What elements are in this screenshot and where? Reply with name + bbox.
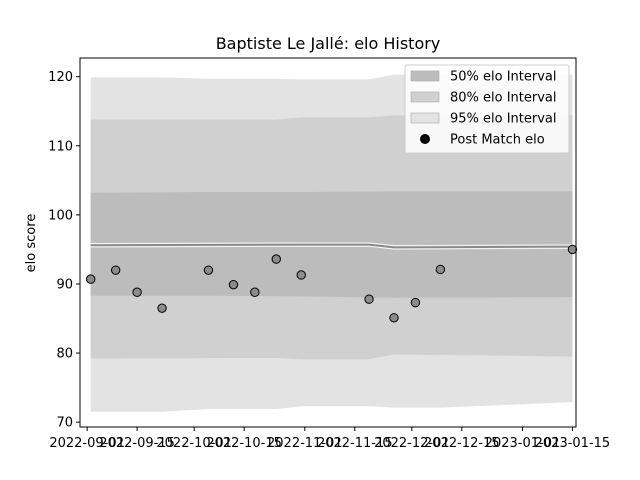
post-match-point <box>157 303 167 313</box>
legend-label: 95% elo Interval <box>450 112 557 127</box>
x-tick-label: 2022-09-01 <box>49 436 125 451</box>
legend-swatch-80 <box>410 91 440 103</box>
x-axis: 2022-09-012022-09-152022-10-012022-10-15… <box>49 427 610 451</box>
post-match-point <box>110 265 121 275</box>
x-tick-label: 2022-12-15 <box>424 436 500 451</box>
x-tick-label: 2022-12-01 <box>374 436 450 451</box>
legend-label: Post Match elo <box>450 133 545 148</box>
post-match-point <box>296 270 306 280</box>
x-tick-label: 2022-11-15 <box>317 436 393 451</box>
mean-elo-line-group <box>90 242 573 250</box>
post-match-point <box>435 264 446 275</box>
x-tick-label: 2022-10-15 <box>206 436 282 451</box>
x-tick-label: 2022-10-01 <box>156 436 232 451</box>
post-match-point <box>389 313 399 323</box>
post-match-point <box>250 287 260 297</box>
x-tick-label: 2022-09-15 <box>99 436 175 451</box>
y-axis: 70 80 90 100 110 120 <box>48 70 80 431</box>
y-axis-label: elo score <box>24 214 39 273</box>
x-tick-label: 2023-01-15 <box>535 436 611 451</box>
y-tick-label: 80 <box>56 347 73 362</box>
post-match-points <box>86 244 578 323</box>
post-match-point <box>364 294 374 304</box>
post-match-point <box>132 287 142 297</box>
legend-box <box>404 64 570 154</box>
y-tick-label: 120 <box>48 70 73 85</box>
post-match-point <box>86 274 96 284</box>
y-tick-label: 110 <box>48 139 73 154</box>
legend: 50% elo Interval 80% elo Interval 95% elo … <box>404 64 570 154</box>
y-tick-label: 70 <box>56 416 73 431</box>
y-tick-label: 90 <box>56 277 73 292</box>
chart-title: Baptiste Le Jallé: elo History <box>216 34 441 53</box>
legend-label: 80% elo Interval <box>450 91 557 106</box>
post-match-point <box>271 254 281 264</box>
x-tick-label: 2023-01-01 <box>485 436 561 451</box>
legend-marker-points <box>420 134 430 144</box>
legend-swatch-50 <box>410 70 440 82</box>
y-tick-label: 100 <box>48 208 73 223</box>
x-tick-label: 2022-11-01 <box>267 436 343 451</box>
plot-frame <box>79 57 577 428</box>
post-match-point <box>203 265 214 275</box>
post-match-point <box>410 297 421 308</box>
legend-label: 50% elo Interval <box>450 70 557 85</box>
post-match-point <box>228 279 239 290</box>
post-match-point <box>567 244 578 255</box>
mean-elo-line <box>90 243 573 249</box>
legend-swatch-95 <box>410 112 440 124</box>
